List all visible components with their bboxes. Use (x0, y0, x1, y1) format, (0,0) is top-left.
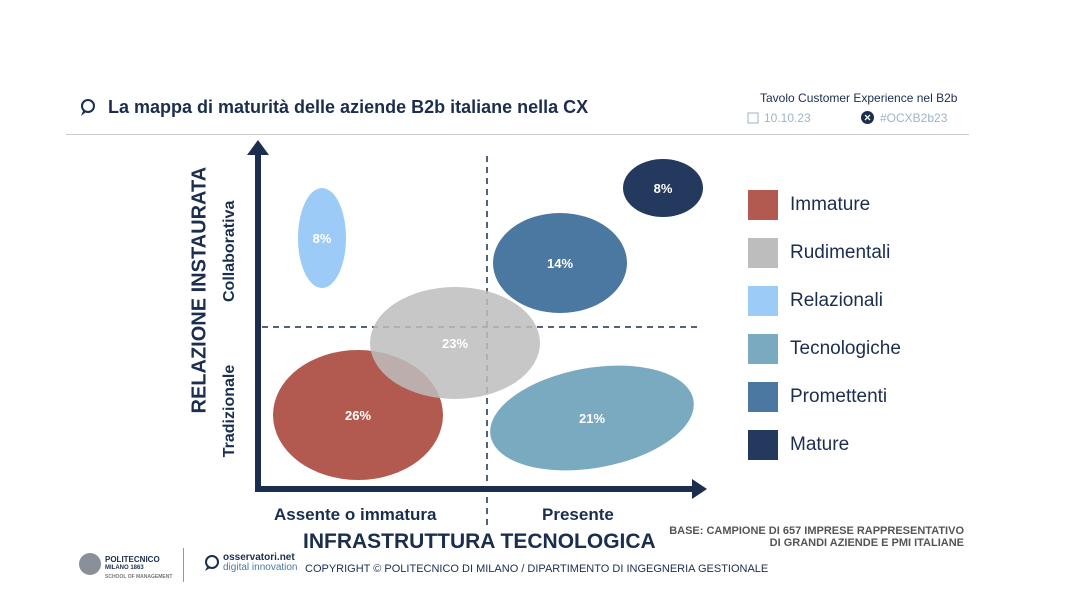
bubble-promettenti (493, 213, 627, 313)
legend-label: Mature (790, 434, 850, 455)
legend-label: Rudimentali (790, 242, 891, 263)
legend-item-tecnologiche: Tecnologiche (748, 334, 901, 364)
legend-item-promettenti: Promettenti (748, 382, 887, 412)
bubble-tecnologiche (490, 365, 694, 471)
bubble-rudimentali (370, 287, 540, 399)
legend-label: Tecnologiche (790, 338, 901, 359)
bubble-relazionali (298, 188, 346, 288)
legend-label: Promettenti (790, 386, 888, 407)
x-axis-arrow (692, 479, 707, 499)
x-twitter-icon (861, 111, 874, 124)
legend-swatch (748, 430, 778, 460)
copyright: COPYRIGHT © POLITECNICO DI MILANO / DIPA… (305, 563, 769, 575)
osservatori-bubble-icon (205, 555, 219, 571)
legend-swatch (748, 190, 778, 220)
politecnico-logo: POLITECNICO MILANO 1863 SCHOOL OF MANAGEME… (105, 555, 173, 580)
legend-item-rudimentali: Rudimentali (748, 238, 890, 268)
osservatori-logo: osservatori.net digital innovation (223, 552, 298, 573)
hashtag: #OCXB2b23 (880, 111, 948, 125)
bubble-label-relazionali: 8% (313, 231, 332, 246)
y-axis-arrow (247, 140, 269, 155)
legend-swatch (748, 334, 778, 364)
legend-item-relazionali: Relazionali (748, 286, 883, 316)
y-axis-title: RELAZIONE INSTAURATA (188, 166, 211, 414)
legend-swatch (748, 238, 778, 268)
y-label-collaborativa: Collaborativa (221, 200, 238, 302)
politecnico-seal-icon (79, 553, 101, 575)
x-axis-title: INFRASTRUTTURA TECNOLOGICA (303, 530, 656, 553)
x-label-assente: Assente o immatura (274, 505, 437, 524)
event-name: Tavolo Customer Experience nel B2b (760, 91, 958, 105)
legend-label: Immature (790, 194, 871, 215)
legend-item-immature: Immature (748, 190, 870, 220)
legend-label: Relazionali (790, 290, 883, 311)
bubble-label-mature: 8% (654, 181, 673, 196)
bubble-label-immature: 26% (345, 408, 371, 423)
base-note: BASE: CAMPIONE DI 657 IMPRESE RAPPRESENT… (660, 525, 964, 549)
calendar-icon (747, 112, 759, 124)
x-label-presente: Presente (542, 505, 614, 524)
y-label-tradizionale: Tradizionale (221, 364, 238, 458)
legend-item-mature: Mature (748, 430, 849, 460)
bubble-label-promettenti: 14% (547, 256, 573, 271)
event-date: 10.10.23 (764, 111, 811, 125)
base-line-1: BASE: CAMPIONE DI 657 IMPRESE RAPPRESENT… (669, 525, 964, 537)
legend-swatch (748, 286, 778, 316)
page-title: La mappa di maturità delle aziende B2b i… (108, 97, 589, 117)
base-line-2: DI GRANDI AZIENDE E PMI ITALIANE (769, 537, 964, 549)
legend-swatch (748, 382, 778, 412)
header-divider (66, 134, 969, 135)
bubble-label-tecnologiche: 21% (579, 411, 605, 426)
bubble-label-rudimentali: 23% (442, 336, 468, 351)
bubble-mature (623, 159, 703, 217)
logo-bubble-icon (81, 99, 95, 116)
footer-divider (183, 548, 184, 582)
